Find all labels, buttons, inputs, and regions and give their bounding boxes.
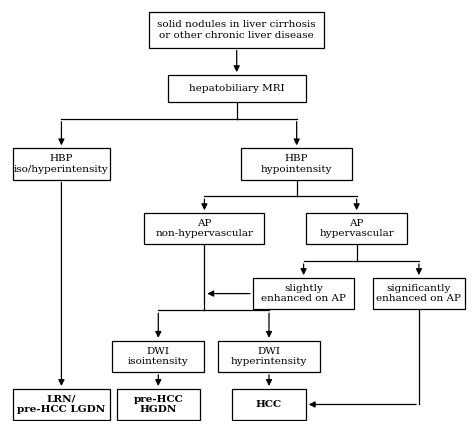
Text: DWI
hyperintensity: DWI hyperintensity [231, 347, 307, 366]
FancyBboxPatch shape [218, 340, 320, 372]
Text: AP
hypervascular: AP hypervascular [319, 219, 394, 238]
Text: hepatobiliary MRI: hepatobiliary MRI [189, 84, 284, 93]
FancyBboxPatch shape [167, 75, 306, 102]
FancyBboxPatch shape [373, 278, 465, 309]
FancyBboxPatch shape [13, 389, 110, 420]
FancyBboxPatch shape [149, 12, 324, 48]
FancyBboxPatch shape [112, 340, 204, 372]
Text: slightly
enhanced on AP: slightly enhanced on AP [261, 284, 346, 303]
FancyBboxPatch shape [117, 389, 200, 420]
FancyBboxPatch shape [241, 148, 352, 180]
Text: solid nodules in liver cirrhosis
or other chronic liver disease: solid nodules in liver cirrhosis or othe… [157, 20, 316, 40]
Text: DWI
isointensity: DWI isointensity [128, 347, 189, 366]
Text: pre-HCC
HGDN: pre-HCC HGDN [133, 395, 183, 414]
FancyBboxPatch shape [253, 278, 355, 309]
FancyBboxPatch shape [232, 389, 306, 420]
Text: HBP
iso/hyperintensity: HBP iso/hyperintensity [14, 154, 109, 173]
Text: HCC: HCC [256, 400, 282, 409]
Text: LRN/
pre-HCC LGDN: LRN/ pre-HCC LGDN [17, 395, 106, 414]
Text: HBP
hypointensity: HBP hypointensity [261, 154, 332, 173]
Text: significantly
enhanced on AP: significantly enhanced on AP [376, 284, 461, 303]
FancyBboxPatch shape [145, 213, 264, 244]
Text: AP
non-hypervascular: AP non-hypervascular [155, 219, 254, 238]
FancyBboxPatch shape [306, 213, 407, 244]
FancyBboxPatch shape [13, 148, 110, 180]
